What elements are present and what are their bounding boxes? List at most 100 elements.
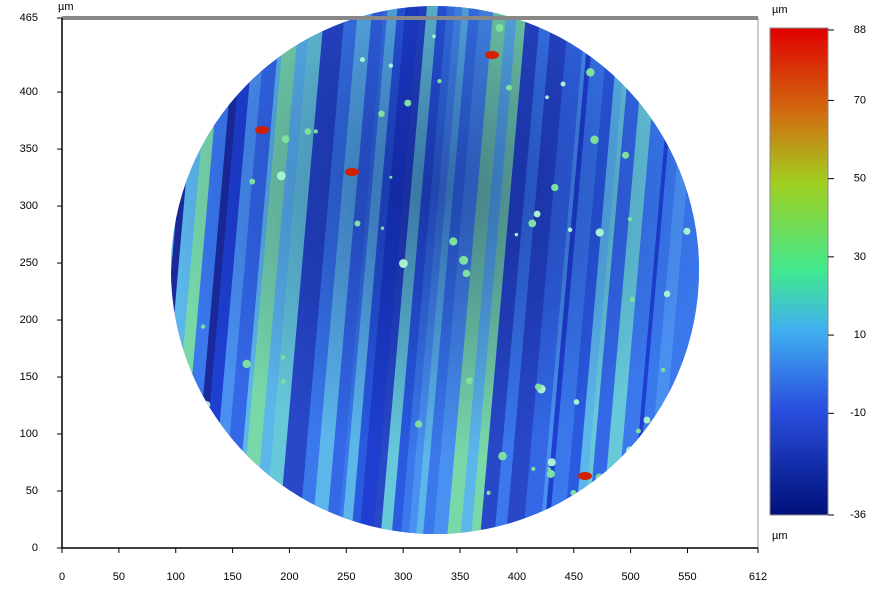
speck bbox=[432, 34, 436, 39]
colorbar-unit-top: µm bbox=[772, 4, 788, 16]
y-tick-label: 50 bbox=[26, 485, 38, 497]
speck bbox=[545, 95, 549, 100]
speck bbox=[514, 232, 519, 237]
speck bbox=[249, 178, 256, 185]
colorbar-tick-label: 70 bbox=[854, 94, 866, 106]
y-tick-label: 400 bbox=[20, 86, 38, 98]
speck bbox=[354, 220, 361, 227]
speck bbox=[635, 428, 641, 434]
colorbar-tick-label: -36 bbox=[850, 509, 866, 521]
peak bbox=[345, 168, 359, 176]
colorbar-tick-label: -10 bbox=[850, 407, 866, 419]
speck bbox=[560, 30, 566, 36]
speck bbox=[404, 99, 412, 107]
speck bbox=[378, 110, 385, 118]
x-tick-label: 200 bbox=[280, 571, 298, 583]
y-tick-label: 350 bbox=[20, 143, 38, 155]
speck bbox=[389, 175, 393, 179]
speck bbox=[586, 68, 595, 77]
speck bbox=[547, 458, 556, 467]
speck bbox=[437, 78, 442, 84]
shade bbox=[171, 6, 699, 534]
speck bbox=[449, 237, 458, 246]
speck bbox=[622, 151, 630, 159]
x-tick-label: 450 bbox=[565, 571, 583, 583]
y-axis-unit: µm bbox=[58, 1, 74, 13]
speck bbox=[281, 135, 290, 143]
x-tick-label: 50 bbox=[113, 571, 125, 583]
speck bbox=[534, 383, 542, 391]
speck bbox=[206, 40, 210, 44]
x-tick-label: 550 bbox=[678, 571, 696, 583]
speck bbox=[569, 497, 577, 505]
speck bbox=[203, 401, 211, 409]
speck bbox=[661, 367, 666, 372]
speck bbox=[590, 135, 599, 144]
speck bbox=[595, 228, 604, 237]
speck bbox=[388, 63, 394, 68]
y-tick-label: 465 bbox=[20, 12, 38, 24]
speck bbox=[276, 171, 286, 181]
speck bbox=[627, 216, 633, 222]
y-tick-label: 200 bbox=[20, 314, 38, 326]
speck bbox=[313, 129, 318, 134]
speck bbox=[589, 505, 594, 510]
speck bbox=[531, 466, 536, 471]
stripe bbox=[706, 0, 764, 580]
speck bbox=[486, 490, 491, 495]
peak bbox=[255, 126, 269, 134]
x-tick-label: 350 bbox=[451, 571, 469, 583]
speck bbox=[281, 379, 286, 384]
colorbar-tick-label: 50 bbox=[854, 173, 866, 185]
speck bbox=[219, 72, 223, 76]
speck bbox=[242, 359, 251, 369]
speck bbox=[264, 56, 270, 62]
speck bbox=[506, 84, 513, 91]
speck bbox=[177, 83, 184, 89]
speck bbox=[380, 226, 385, 230]
speck bbox=[304, 128, 312, 135]
speck bbox=[683, 227, 691, 235]
stripe bbox=[692, 6, 699, 534]
height-map bbox=[171, 0, 764, 580]
speck bbox=[643, 416, 651, 424]
x-tick-label: 612 bbox=[749, 571, 767, 583]
speck bbox=[278, 31, 285, 38]
y-tick-label: 150 bbox=[20, 371, 38, 383]
x-tick-label: 400 bbox=[508, 571, 526, 583]
stripe bbox=[703, 0, 759, 580]
stripe bbox=[171, 6, 179, 534]
speck bbox=[629, 296, 635, 302]
speck bbox=[655, 450, 665, 460]
speck bbox=[200, 324, 206, 329]
speck bbox=[560, 81, 566, 87]
x-tick-label: 300 bbox=[394, 571, 412, 583]
speck bbox=[462, 269, 471, 278]
speck bbox=[465, 377, 473, 385]
colorbar-tick-label: 10 bbox=[854, 329, 866, 341]
speck bbox=[359, 57, 365, 63]
y-tick-label: 0 bbox=[32, 542, 38, 554]
speck bbox=[595, 473, 604, 482]
speck bbox=[498, 451, 507, 461]
speck bbox=[625, 446, 635, 456]
peak bbox=[578, 472, 592, 480]
speck bbox=[280, 355, 286, 360]
speck bbox=[551, 183, 559, 192]
speck bbox=[570, 489, 577, 496]
speck bbox=[459, 255, 469, 265]
x-tick-label: 100 bbox=[167, 571, 185, 583]
speck bbox=[667, 416, 675, 424]
peak bbox=[485, 51, 499, 59]
speck bbox=[665, 28, 673, 37]
speck bbox=[414, 420, 423, 428]
speck bbox=[528, 219, 537, 228]
y-tick-label: 250 bbox=[20, 257, 38, 269]
speck bbox=[665, 46, 669, 50]
colorbar-tick-label: 88 bbox=[854, 24, 866, 36]
speck bbox=[495, 24, 504, 32]
speck bbox=[546, 469, 555, 478]
speck bbox=[547, 467, 551, 471]
